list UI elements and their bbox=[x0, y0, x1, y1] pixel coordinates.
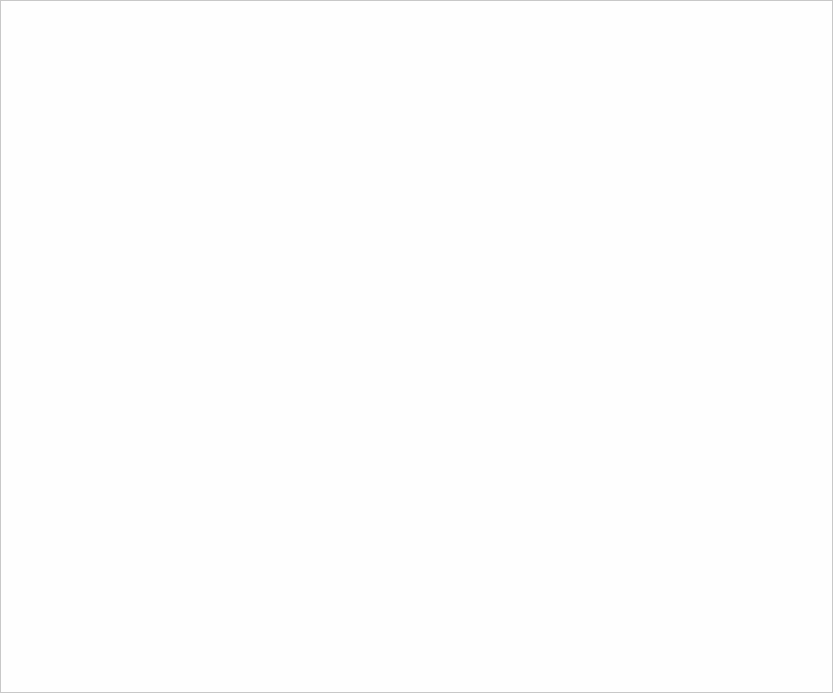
figure-1 bbox=[0, 0, 833, 693]
xrd-plot-canvas bbox=[1, 1, 833, 693]
